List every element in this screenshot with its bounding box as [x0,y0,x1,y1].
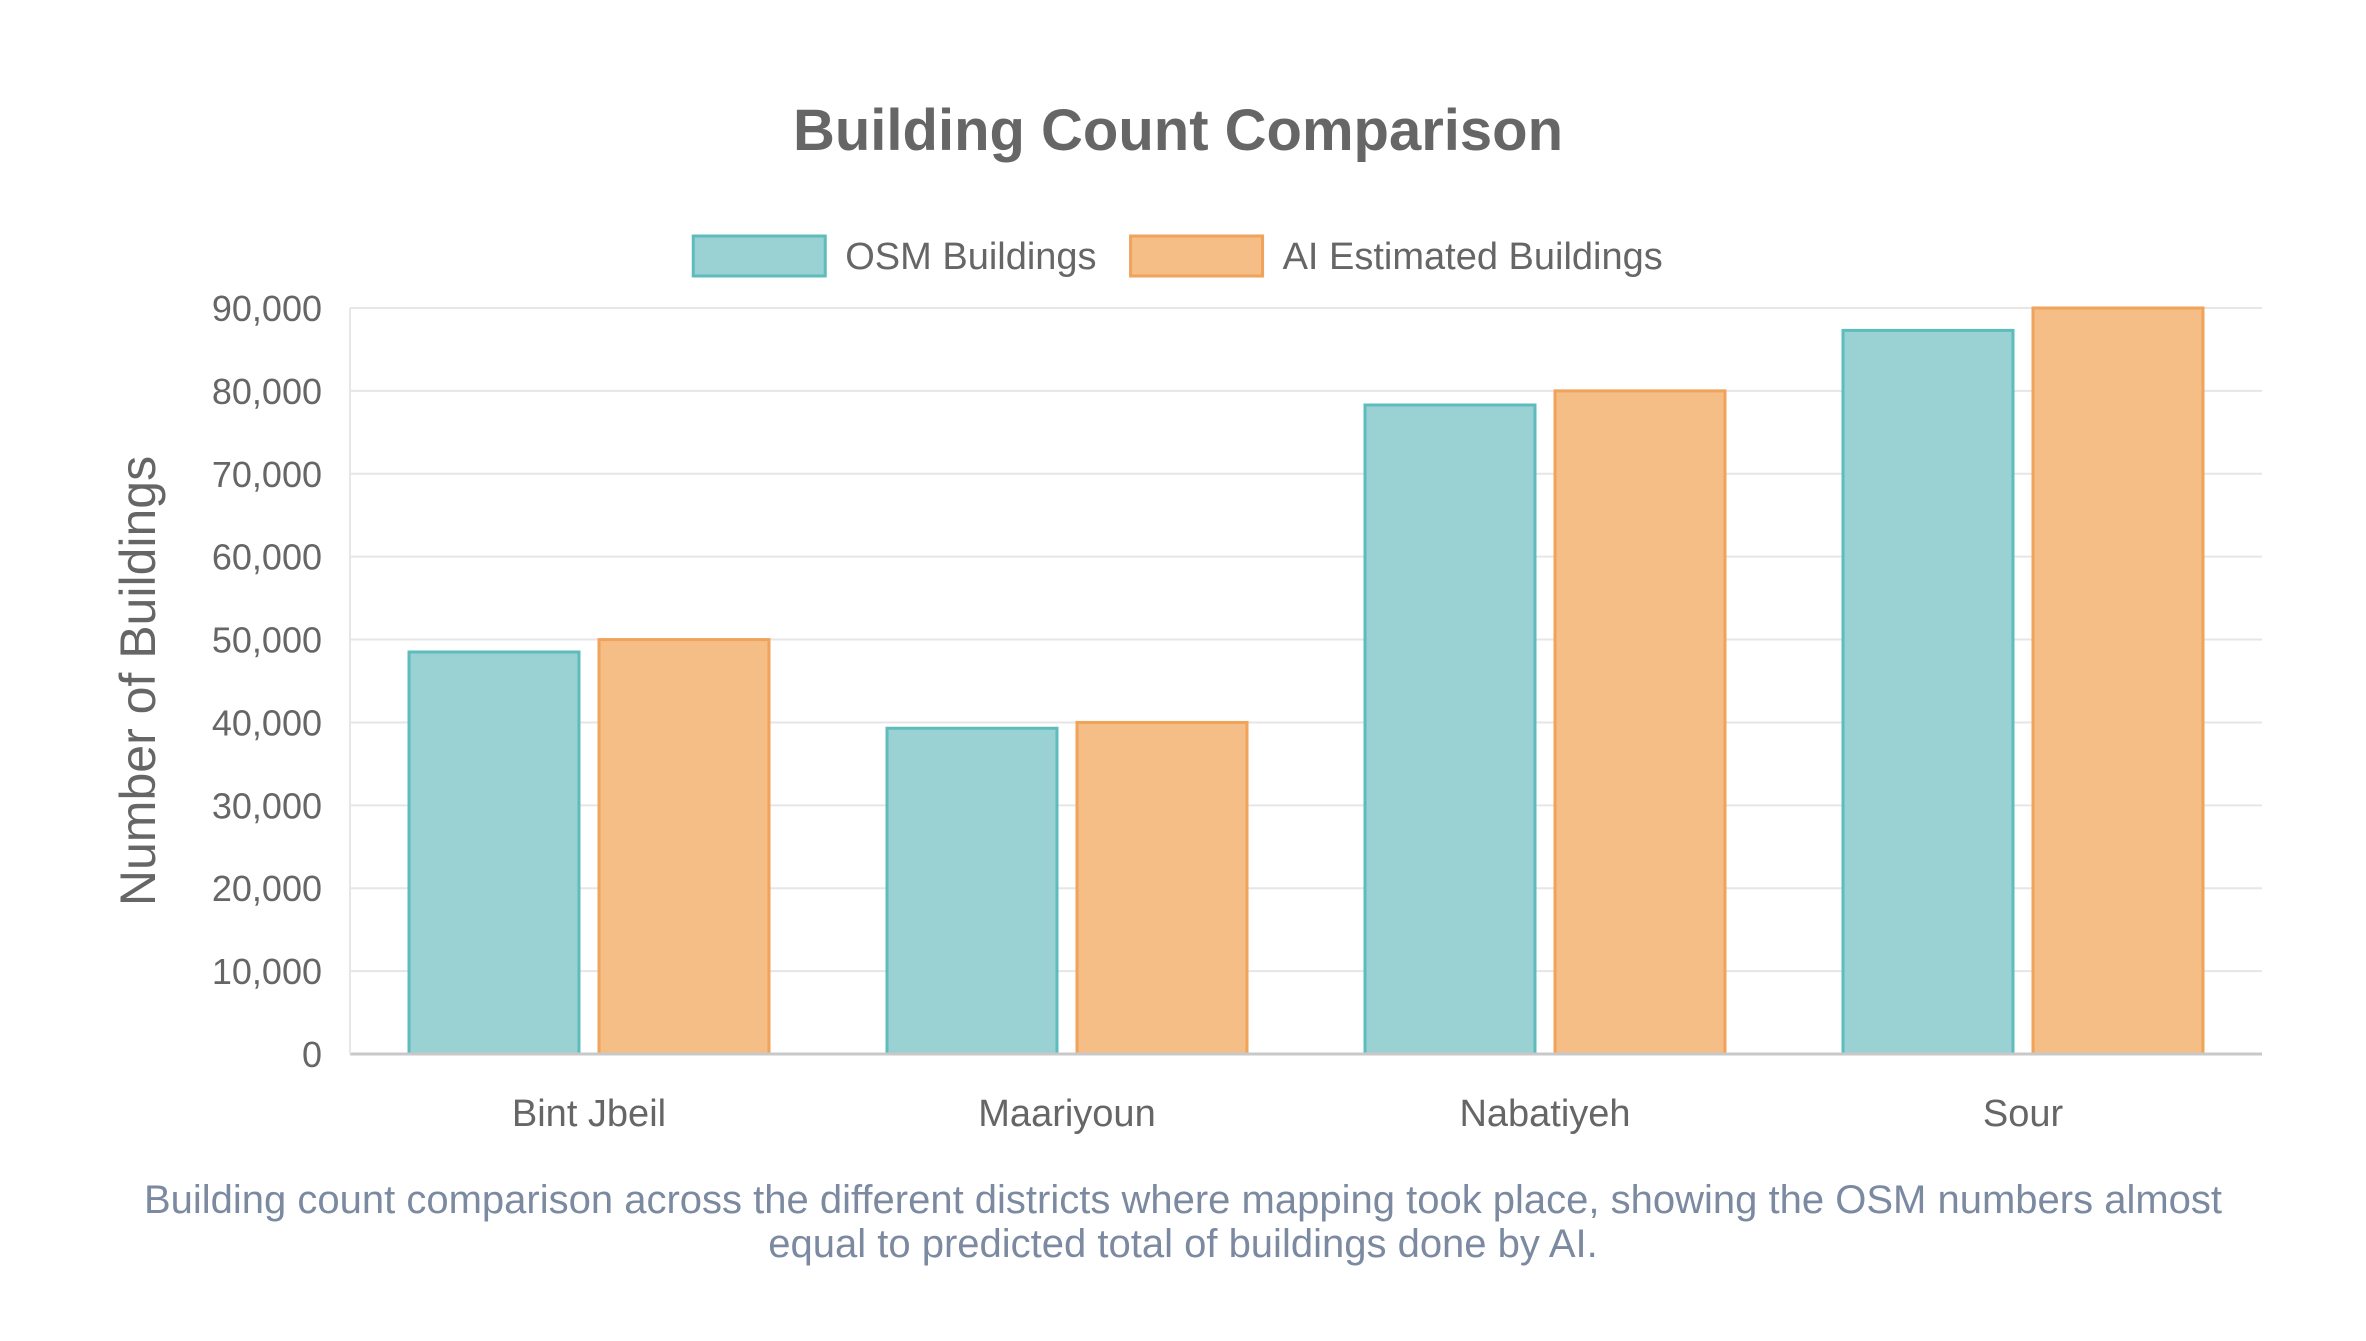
y-tick-label: 90,000 [212,288,322,329]
legend-label: OSM Buildings [845,236,1096,278]
bar-ai-estimated-buildings [1553,389,1727,1056]
y-tick-label: 20,000 [212,868,322,909]
y-axis-title: Number of Buildings [110,456,166,906]
bar-osm-buildings [1841,328,2015,1056]
bar-ai-estimated-buildings [1075,720,1249,1056]
x-category-label: Maariyoun [978,1093,1155,1135]
chart-caption: Building count comparison across the dif… [143,1178,2223,1266]
x-category-label: Nabatiyeh [1459,1093,1630,1135]
y-tick-label: 0 [302,1034,322,1075]
x-category-label: Bint Jbeil [512,1093,666,1135]
y-tick-label: 80,000 [212,371,322,412]
legend-swatch [691,234,827,278]
bar-osm-buildings [885,726,1059,1056]
y-tick-label: 60,000 [212,537,322,578]
legend-label: AI Estimated Buildings [1283,236,1663,278]
bar-osm-buildings [407,650,581,1056]
y-tick-label: 30,000 [212,785,322,826]
bar-osm-buildings [1363,403,1537,1056]
bar-ai-estimated-buildings [2031,306,2205,1056]
y-tick-label: 10,000 [212,951,322,992]
legend-swatch [1129,234,1265,278]
legend: OSM Buildings AI Estimated Buildings [691,234,1663,278]
bars [407,306,2205,1056]
y-tick-label: 50,000 [212,620,322,661]
y-tick-label: 40,000 [212,702,322,743]
y-axis-ticks: 0 10,000 20,000 30,000 40,000 50,000 60,000 70,… [212,288,322,1075]
bar-ai-estimated-buildings [597,638,771,1056]
y-tick-label: 70,000 [212,454,322,495]
chart-title: Building Count Comparison [793,98,1563,163]
x-category-label: Sour [1983,1093,2064,1135]
x-axis-categories: Bint Jbeil Maariyoun Nabatiyeh Sour [512,1093,2064,1135]
